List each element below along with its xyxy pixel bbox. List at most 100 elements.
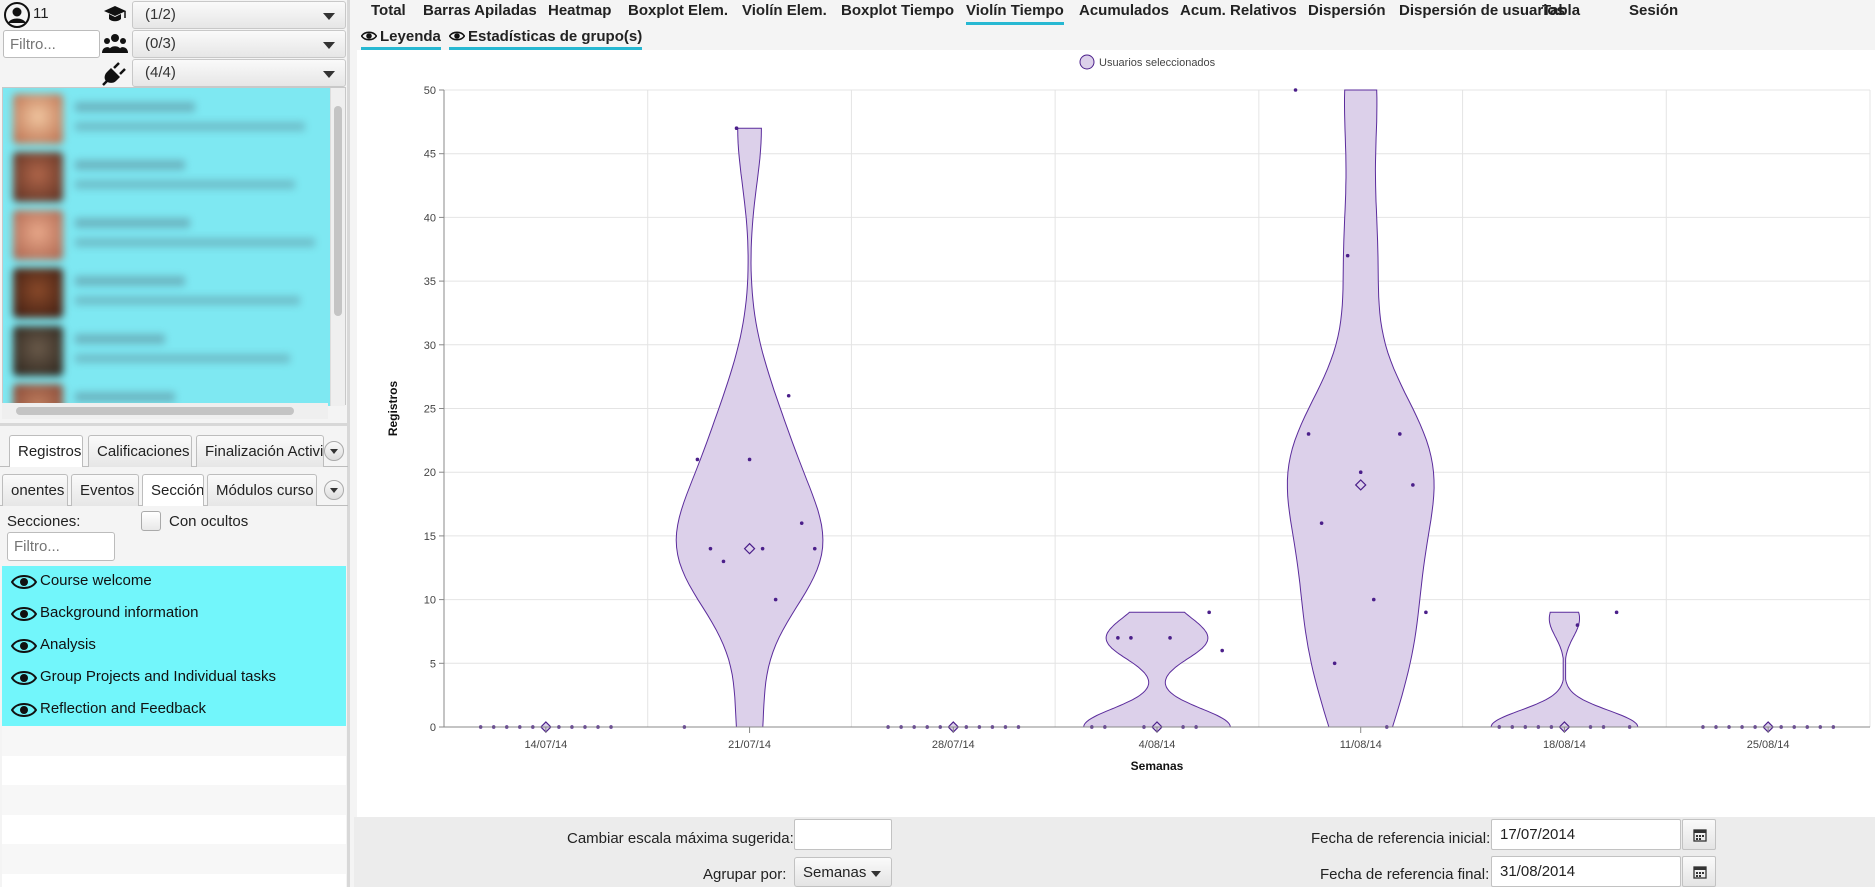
user-filter-input[interactable] (3, 30, 100, 58)
list-item[interactable] (3, 262, 331, 320)
data-point (1332, 661, 1337, 666)
list-item[interactable]: Group Projects and Individual tasks (2, 662, 346, 694)
scrollbar-thumb[interactable] (334, 106, 342, 316)
tab-total[interactable]: Total (371, 2, 406, 19)
data-point (812, 546, 817, 551)
list-item[interactable]: Analysis (2, 630, 346, 662)
graduation-cap-icon (104, 6, 126, 22)
y-tick-label: 40 (424, 212, 436, 224)
list-item[interactable] (3, 204, 331, 262)
x-tick-label: 21/07/14 (728, 739, 771, 751)
end-date-field[interactable]: 31/08/2014 (1491, 856, 1681, 887)
tab-acumulados[interactable]: Acumulados (1079, 2, 1170, 19)
tab-seccion[interactable]: Sección (142, 474, 204, 506)
chart-area[interactable]: 0 5 10 15 20 25 30 35 40 45 50 14/07/14 21/07/14 28/0… (357, 50, 1875, 817)
split-pane-divider[interactable] (0, 423, 348, 426)
violin-chart[interactable]: 0 5 10 15 20 25 30 35 40 45 50 14/07/14 21/07/14 28/0… (357, 50, 1875, 817)
tab-componentes[interactable]: onentes (2, 474, 68, 506)
tab-violin-elem[interactable]: Violín Elem. (742, 2, 827, 19)
tab-dispersion-usuarios[interactable]: Dispersión de usuarios (1399, 2, 1565, 19)
data-point (1168, 636, 1172, 640)
plugins-row: (4/4) (0, 58, 348, 88)
list-item[interactable]: Course welcome (2, 566, 346, 598)
user-list-horizontal-scrollbar[interactable] (2, 403, 328, 419)
chart-legend[interactable]: Usuarios seleccionados (1079, 54, 1216, 70)
user-info-redacted (75, 122, 305, 131)
groups-row: (0/3) (0, 29, 348, 59)
x-tick-label: 4/08/14 (1139, 739, 1176, 751)
data-point (1614, 610, 1619, 615)
y-tick-label: 0 (430, 722, 436, 734)
tabs-overflow-button[interactable] (324, 441, 344, 461)
empty-row (2, 726, 346, 756)
list-item[interactable] (3, 320, 331, 378)
max-scale-input[interactable] (794, 819, 892, 850)
group-combo[interactable]: (0/3) (132, 30, 346, 58)
avatar (13, 94, 63, 144)
user-info-redacted (75, 296, 300, 305)
filter-type-tabbar: onentes Eventos Sección Módulos curso (0, 470, 348, 506)
list-item[interactable] (3, 146, 331, 204)
tab-heatmap[interactable]: Heatmap (548, 2, 612, 19)
data-point (773, 597, 778, 602)
tab-calificaciones[interactable]: Calificaciones (88, 435, 192, 467)
legend-label: Usuarios seleccionados (1099, 57, 1216, 69)
tab-boxplot-elem[interactable]: Boxplot Elem. (628, 2, 729, 19)
sections-list[interactable]: Course welcome Background information An… (2, 566, 346, 887)
x-tick-label: 18/08/14 (1543, 739, 1586, 751)
x-tick-label: 14/07/14 (524, 739, 567, 751)
tab-dispersion[interactable]: Dispersión (1308, 2, 1386, 19)
data-point (1358, 470, 1363, 475)
list-item[interactable]: Reflection and Feedback (2, 694, 346, 726)
data-point (721, 559, 726, 564)
user-name-redacted (75, 276, 185, 286)
data-point (1220, 648, 1224, 653)
data-point (1116, 636, 1120, 640)
plugin-combo-value: (4/4) (145, 64, 176, 81)
eye-icon (11, 671, 37, 685)
tab-finalizacion-actividades[interactable]: Finalización Activi (196, 435, 324, 467)
data-point (1345, 253, 1350, 258)
group-by-select[interactable]: Semanas (794, 857, 892, 887)
group-by-label: Agrupar por: (703, 866, 787, 883)
left-panel: 11 (1/2) (0/3) (0, 0, 350, 887)
toggle-group-stats[interactable]: Estadísticas de grupo(s) (449, 28, 643, 50)
list-item[interactable] (3, 88, 331, 146)
tab-tabla[interactable]: Tabla (1542, 2, 1581, 19)
list-item[interactable]: Background information (2, 598, 346, 630)
tab-sesion[interactable]: Sesión (1629, 2, 1679, 19)
show-hidden-checkbox[interactable] (141, 511, 161, 531)
tab-modulos-curso[interactable]: Módulos curso (207, 474, 317, 506)
tab-violin-tiempo[interactable]: Violín Tiempo (966, 2, 1064, 25)
sections-filter-input[interactable] (7, 532, 115, 561)
scrollbar-thumb[interactable] (16, 407, 294, 415)
group-icon (102, 34, 128, 53)
end-date-calendar-button[interactable] (1682, 856, 1716, 887)
start-date-calendar-button[interactable] (1682, 819, 1716, 850)
group-by-value: Semanas (803, 864, 867, 881)
avatar (13, 326, 63, 376)
eye-icon (11, 703, 37, 717)
calendar-icon (1693, 866, 1707, 879)
legend-swatch (1079, 54, 1095, 70)
users-row: 11 (1/2) (0, 0, 348, 30)
tab-barras-apiladas[interactable]: Barras Apiladas (423, 2, 537, 19)
list-item[interactable] (3, 378, 331, 406)
data-point (734, 126, 739, 131)
plugin-combo[interactable]: (4/4) (132, 59, 346, 87)
tab-registros[interactable]: Registros (9, 435, 83, 467)
tab-boxplot-tiempo[interactable]: Boxplot Tiempo (841, 2, 955, 19)
user-list[interactable] (2, 87, 346, 406)
y-tick-label: 30 (424, 340, 436, 352)
tab-eventos[interactable]: Eventos (71, 474, 139, 506)
chart-axes: 0 5 10 15 20 25 30 35 40 45 50 14/07/14 21/07/14 28/0… (386, 85, 1870, 773)
toggle-legend[interactable]: Leyenda (361, 28, 441, 50)
scale-label: Cambiar escala máxima sugerida: (567, 830, 794, 847)
tabs-overflow-button[interactable] (324, 480, 344, 500)
course-combo[interactable]: (1/2) (132, 1, 346, 29)
start-date-field[interactable]: 17/07/2014 (1491, 819, 1681, 850)
chevron-down-icon (323, 42, 335, 49)
group-combo-value: (0/3) (145, 35, 176, 52)
user-list-vertical-scrollbar[interactable] (330, 88, 345, 406)
tab-acum-relativos[interactable]: Acum. Relativos (1180, 2, 1297, 19)
